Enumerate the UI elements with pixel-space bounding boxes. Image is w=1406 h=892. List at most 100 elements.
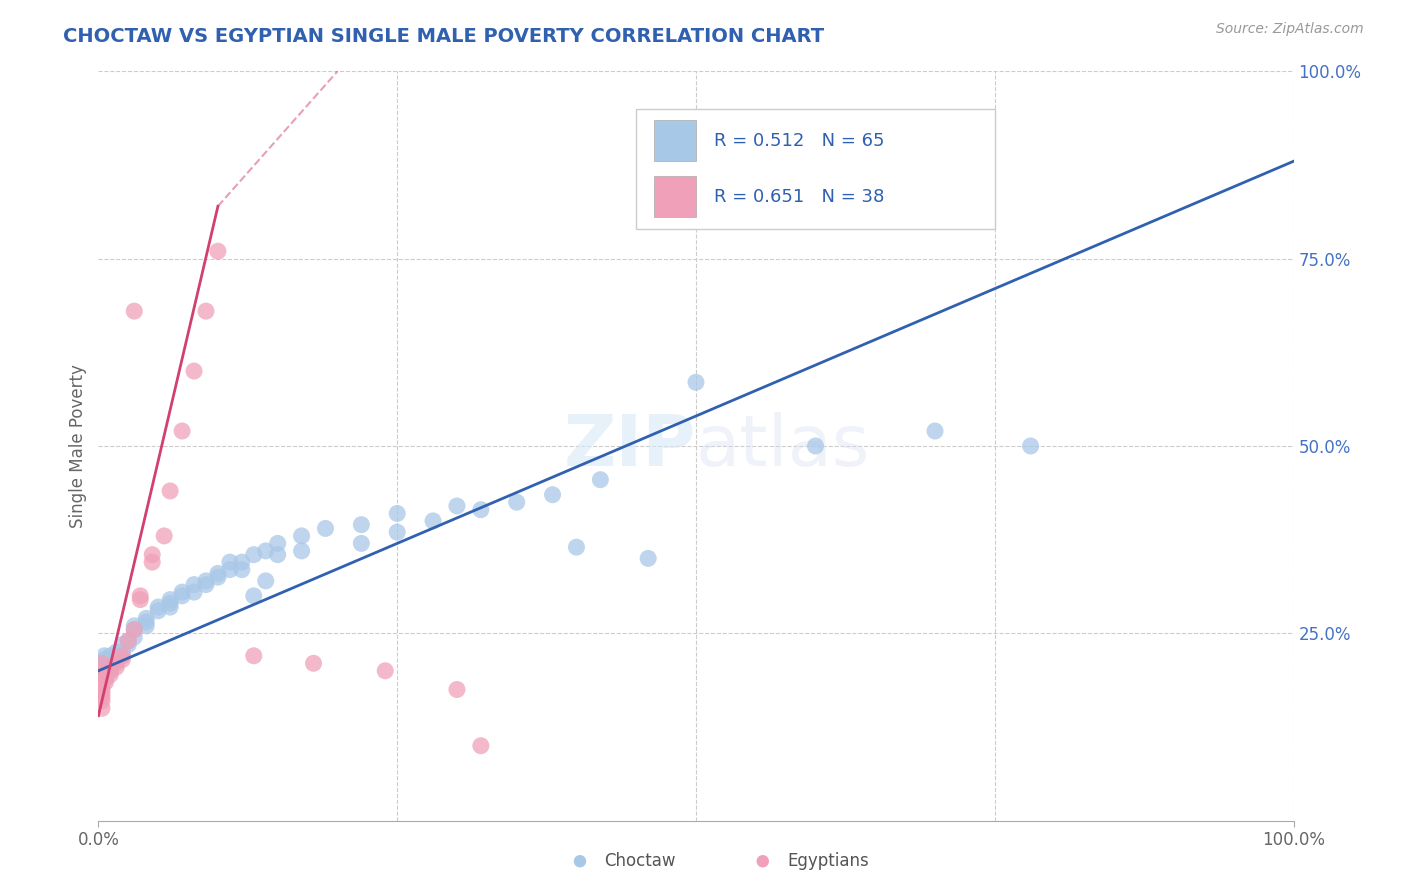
Point bbox=[105, 657, 128, 671]
Point bbox=[124, 304, 146, 318]
Point bbox=[94, 667, 117, 681]
Point bbox=[446, 682, 468, 697]
Point bbox=[183, 585, 205, 599]
Point bbox=[91, 682, 114, 697]
Point bbox=[135, 615, 157, 629]
FancyBboxPatch shape bbox=[654, 177, 696, 218]
Point bbox=[637, 551, 659, 566]
Point bbox=[98, 664, 122, 678]
Point bbox=[124, 623, 146, 637]
Point bbox=[91, 694, 114, 708]
Point bbox=[93, 652, 115, 666]
Point bbox=[93, 664, 115, 678]
Point bbox=[93, 657, 115, 671]
Point bbox=[111, 648, 134, 663]
Point bbox=[111, 648, 134, 663]
Point bbox=[111, 652, 134, 666]
Point bbox=[141, 548, 163, 562]
Point bbox=[93, 648, 115, 663]
Point bbox=[207, 566, 229, 581]
Point bbox=[105, 648, 128, 663]
Point bbox=[117, 633, 139, 648]
Point bbox=[267, 548, 290, 562]
FancyBboxPatch shape bbox=[637, 109, 995, 228]
Point bbox=[105, 660, 128, 674]
Point bbox=[91, 657, 114, 671]
Text: atlas: atlas bbox=[696, 411, 870, 481]
Point bbox=[195, 574, 218, 588]
Text: R = 0.651   N = 38: R = 0.651 N = 38 bbox=[714, 188, 884, 206]
Point bbox=[141, 555, 163, 569]
Point bbox=[565, 540, 588, 554]
Point bbox=[254, 544, 277, 558]
Point bbox=[219, 555, 242, 569]
Point bbox=[219, 563, 242, 577]
Point bbox=[385, 525, 409, 540]
Point bbox=[924, 424, 946, 438]
Point bbox=[117, 633, 139, 648]
Point bbox=[124, 619, 146, 633]
Point bbox=[98, 664, 122, 678]
Point bbox=[254, 574, 277, 588]
Point bbox=[685, 376, 707, 390]
Point bbox=[148, 600, 170, 615]
Point bbox=[446, 499, 468, 513]
Point bbox=[315, 521, 337, 535]
Point bbox=[589, 473, 612, 487]
Point bbox=[569, 855, 592, 869]
Point bbox=[91, 675, 114, 690]
Point bbox=[135, 619, 157, 633]
Point bbox=[124, 630, 146, 644]
Point bbox=[350, 517, 373, 532]
Point bbox=[195, 304, 218, 318]
Point bbox=[385, 507, 409, 521]
Point bbox=[91, 701, 114, 715]
Point bbox=[804, 439, 827, 453]
Point bbox=[93, 660, 115, 674]
Point bbox=[129, 589, 152, 603]
Point bbox=[231, 563, 253, 577]
Text: R = 0.512   N = 65: R = 0.512 N = 65 bbox=[714, 132, 884, 150]
Point bbox=[111, 638, 134, 652]
Point bbox=[183, 577, 205, 591]
Point bbox=[350, 536, 373, 550]
Point bbox=[91, 671, 114, 685]
Point bbox=[470, 739, 492, 753]
Point bbox=[124, 623, 146, 637]
Text: Source: ZipAtlas.com: Source: ZipAtlas.com bbox=[1216, 22, 1364, 37]
Point bbox=[129, 592, 152, 607]
Text: Choctaw: Choctaw bbox=[605, 852, 676, 870]
Point bbox=[541, 488, 564, 502]
Point bbox=[91, 664, 114, 678]
Point bbox=[91, 690, 114, 704]
Point bbox=[111, 645, 134, 659]
Point bbox=[91, 679, 114, 693]
Point bbox=[153, 529, 176, 543]
Point bbox=[159, 592, 181, 607]
Point bbox=[470, 502, 492, 516]
Point bbox=[98, 648, 122, 663]
Point bbox=[267, 536, 290, 550]
Point bbox=[159, 596, 181, 610]
Point bbox=[117, 638, 139, 652]
Point bbox=[422, 514, 444, 528]
Point bbox=[105, 645, 128, 659]
Point bbox=[159, 600, 181, 615]
Point bbox=[94, 675, 117, 690]
Point bbox=[243, 589, 266, 603]
Point bbox=[159, 483, 181, 498]
Point bbox=[243, 548, 266, 562]
Point bbox=[374, 664, 396, 678]
Point bbox=[207, 570, 229, 584]
Point bbox=[231, 555, 253, 569]
Point bbox=[752, 855, 775, 869]
Point bbox=[172, 424, 194, 438]
Text: CHOCTAW VS EGYPTIAN SINGLE MALE POVERTY CORRELATION CHART: CHOCTAW VS EGYPTIAN SINGLE MALE POVERTY … bbox=[63, 27, 824, 45]
Point bbox=[291, 529, 314, 543]
Point bbox=[291, 544, 314, 558]
Point bbox=[1019, 439, 1042, 453]
Point bbox=[207, 244, 229, 259]
Point bbox=[98, 652, 122, 666]
Point bbox=[91, 667, 114, 681]
Point bbox=[302, 657, 325, 671]
